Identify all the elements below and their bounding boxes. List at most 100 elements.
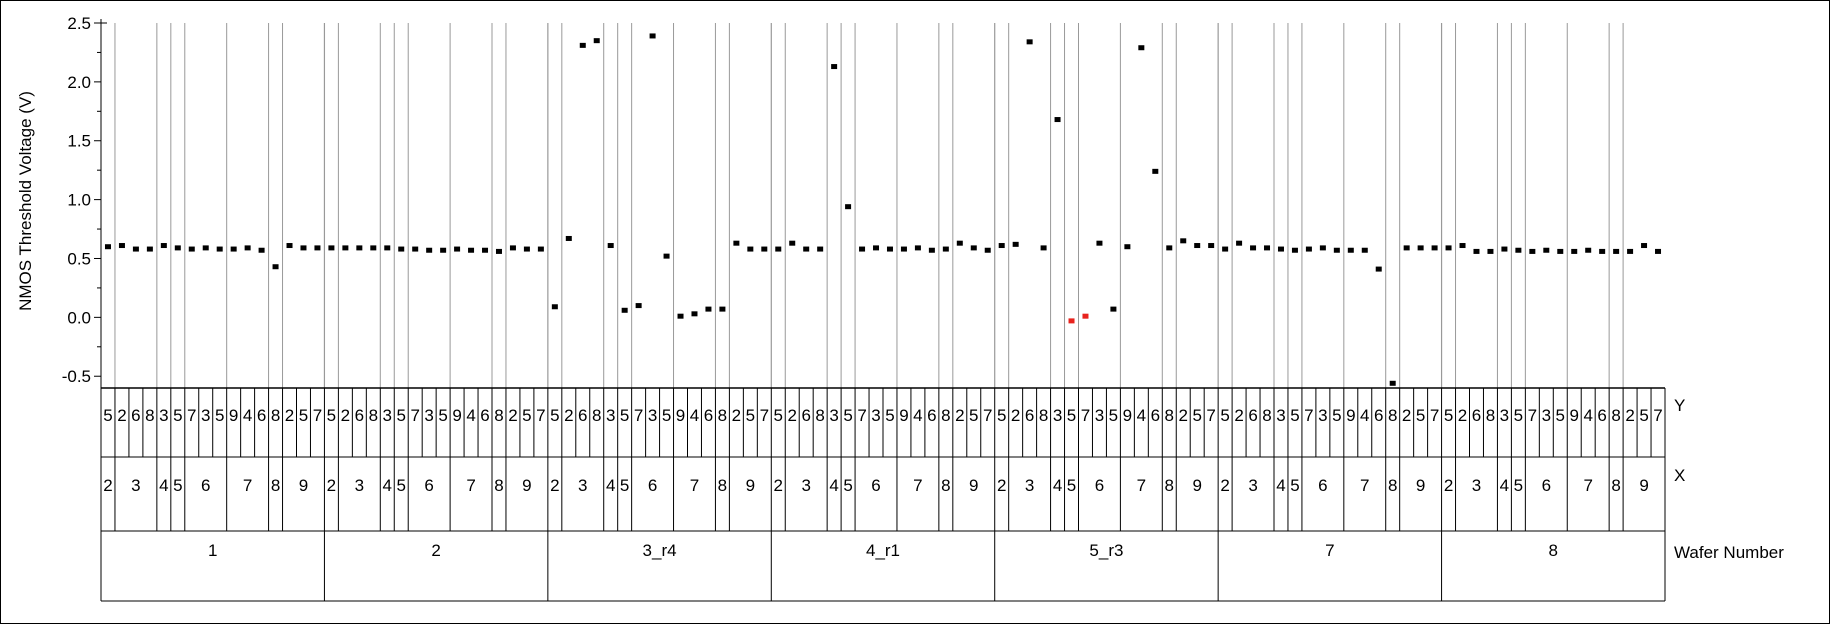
x-row-title: X [1674,466,1685,485]
y-row-label: 5 [1556,406,1565,425]
x-row-label: 4 [1053,476,1062,495]
y-row-label: 3 [201,406,210,425]
data-point [468,247,475,253]
data-point [495,248,502,254]
wafer-label: 3_r4 [643,541,677,560]
y-row-label: 4 [1360,406,1369,425]
data-point [440,247,447,253]
data-point [244,245,251,251]
y-row-label: 7 [634,406,643,425]
y-row-label: 5 [1639,406,1648,425]
data-point [1431,245,1438,251]
data-point [216,246,223,252]
y-row-label: 9 [676,406,685,425]
y-row-label: 5 [1514,406,1523,425]
data-point [719,306,726,312]
y-row-label: 5 [103,406,112,425]
y-row-label: 7 [1081,406,1090,425]
y-tick-label: 1.0 [67,191,91,210]
x-row-label: 3 [1248,476,1257,495]
y-axis-ticks: 2.5 2.0 1.5 1.0 0.5 0.0 -0.5 [62,14,101,386]
x-row-label: 5 [1067,476,1076,495]
data-point [258,247,265,253]
data-point [649,33,656,39]
data-point [1445,245,1452,251]
y-row-label: 5 [885,406,894,425]
data-point [1208,243,1215,249]
data-point [1180,238,1187,244]
x-row-label: 9 [1639,476,1648,495]
y-row-label: 5 [662,406,671,425]
y-row-label: 2 [117,406,126,425]
y-row-label: 6 [257,406,266,425]
data-point [1124,244,1131,250]
y-row-label: 5 [1220,406,1229,425]
data-point [663,253,670,259]
y-row-label: 5 [774,406,783,425]
y-row-label: 6 [1472,406,1481,425]
y-row-label: 5 [522,406,531,425]
y-row-label: 3 [1318,406,1327,425]
y-row-label: 3 [648,406,657,425]
x-row-label: 9 [1416,476,1425,495]
y-row-label: 5 [1444,406,1453,425]
y-row-label: 8 [369,406,378,425]
data-point [747,246,754,252]
wafer-label: 8 [1549,541,1558,560]
y-row-label: 8 [1262,406,1271,425]
data-point [146,246,153,252]
y-row-label: 3 [606,406,615,425]
y-row-label: 8 [1039,406,1048,425]
y-row-label: 7 [983,406,992,425]
x-row-label: 5 [1290,476,1299,495]
y-row-label: 7 [1653,406,1662,425]
data-point [1599,248,1606,254]
data-point [1277,246,1284,252]
y-row-label: 3 [424,406,433,425]
y-tick-label: 1.5 [67,132,91,151]
data-point [1627,248,1634,254]
y-row-label: 3 [871,406,880,425]
x-row-label: 4 [1276,476,1285,495]
y-row-label: 5 [843,406,852,425]
data-point [1250,245,1257,251]
y-row-label: 2 [1011,406,1020,425]
data-point [1655,248,1662,254]
x-row-label: 7 [466,476,475,495]
x-row-label: 8 [718,476,727,495]
data-point [454,246,461,252]
y-row-label: 8 [494,406,503,425]
y-row-label: 7 [760,406,769,425]
y-row-label: 5 [1332,406,1341,425]
y-row-label: 6 [801,406,810,425]
y-row-label: 2 [341,406,350,425]
data-point [1054,117,1061,123]
data-point [1333,247,1340,253]
y-row-label: 6 [578,406,587,425]
y-tick-label: 2.5 [67,14,91,33]
data-point [831,64,838,70]
y-row-label: 6 [1151,406,1160,425]
data-points [104,33,1662,386]
y-tick-label: -0.5 [62,367,91,386]
y-row-label: 5 [620,406,629,425]
y-row-label: 8 [1388,406,1397,425]
y-row-label: 5 [1109,406,1118,425]
data-point [1613,248,1620,254]
data-point [1040,245,1047,251]
data-point [1082,313,1089,319]
y-row-label: 5 [997,406,1006,425]
y-row-label: 2 [285,406,294,425]
y-row-label: 8 [718,406,727,425]
x-row-label: 7 [1360,476,1369,495]
axes [100,19,1665,601]
x-row-label: 4 [829,476,838,495]
data-point [984,247,991,253]
data-point [1291,247,1298,253]
y-row-label: 2 [732,406,741,425]
data-point [873,245,880,251]
data-point [1641,243,1648,249]
data-point [1557,248,1564,254]
data-point [914,245,921,251]
x-row-label: 5 [396,476,405,495]
